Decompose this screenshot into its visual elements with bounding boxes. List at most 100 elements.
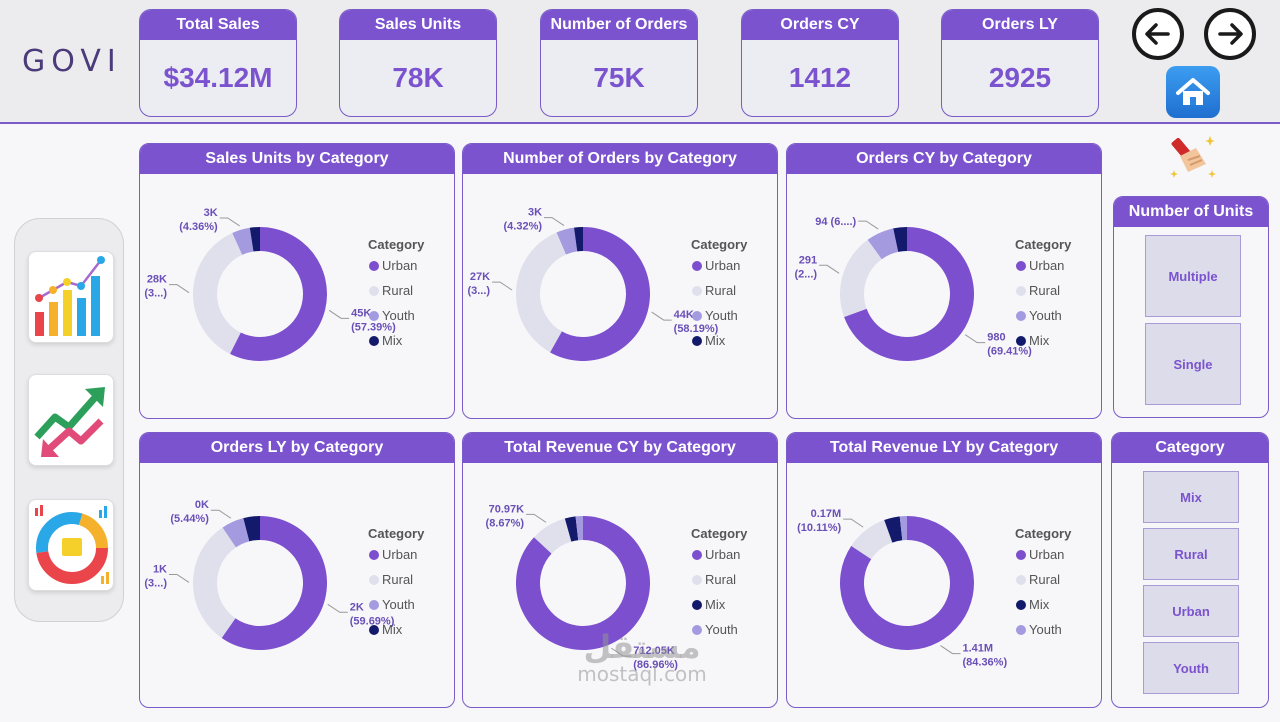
donut-slice-mix[interactable] bbox=[893, 227, 907, 252]
legend-item-rural[interactable]: Rural bbox=[705, 283, 736, 298]
legend-item-youth[interactable]: Youth bbox=[1029, 622, 1062, 637]
nav-page-bar-chart[interactable] bbox=[28, 251, 114, 343]
data-label-percent: (3...) bbox=[144, 288, 167, 300]
donut-slice-urban[interactable] bbox=[221, 516, 327, 650]
legend-item-urban[interactable]: Urban bbox=[1029, 258, 1064, 273]
legend-marker-youth bbox=[369, 311, 379, 321]
legend-item-urban[interactable]: Urban bbox=[382, 258, 417, 273]
legend-marker-rural bbox=[1016, 575, 1026, 585]
data-label: 291 bbox=[799, 254, 817, 266]
chart-card-sales-units-by-category: Sales Units by Category 45K (57.39%) 28K (3… bbox=[139, 143, 455, 419]
data-label: 3K bbox=[528, 207, 542, 219]
chart-card-total-revenue-ly-by-category: Total Revenue LY by Category 1.41M (84.36… bbox=[786, 432, 1102, 708]
data-label-percent: (86.96%) bbox=[633, 659, 678, 671]
legend-item-mix[interactable]: Mix bbox=[382, 333, 403, 348]
slicer-option-rural[interactable]: Rural bbox=[1143, 528, 1239, 580]
slicer-option-urban[interactable]: Urban bbox=[1143, 585, 1239, 637]
data-label: 0.17M bbox=[811, 508, 842, 520]
donut-slice-youth[interactable] bbox=[899, 516, 907, 541]
legend-marker-rural bbox=[369, 286, 379, 296]
forward-button[interactable] bbox=[1204, 8, 1256, 60]
donut-slice-rural[interactable] bbox=[193, 233, 243, 354]
donut-slice-mix[interactable] bbox=[884, 516, 903, 543]
leader-line bbox=[328, 309, 350, 319]
donut-slice-youth[interactable] bbox=[575, 516, 583, 541]
legend-item-rural[interactable]: Rural bbox=[1029, 283, 1060, 298]
donut-slice-urban[interactable] bbox=[516, 516, 650, 650]
legend-item-mix[interactable]: Mix bbox=[1029, 333, 1050, 348]
donut-slice-youth[interactable] bbox=[556, 227, 578, 255]
data-label: 3K bbox=[204, 207, 218, 219]
legend-item-urban[interactable]: Urban bbox=[705, 258, 740, 273]
legend-item-urban[interactable]: Urban bbox=[1029, 547, 1064, 562]
nav-page-trends[interactable] bbox=[28, 374, 114, 466]
donut-slice-youth[interactable] bbox=[222, 518, 250, 548]
legend-marker-rural bbox=[369, 575, 379, 585]
legend-item-rural[interactable]: Rural bbox=[1029, 572, 1060, 587]
donut-slice-urban[interactable] bbox=[840, 516, 974, 650]
legend-item-youth[interactable]: Youth bbox=[382, 308, 415, 323]
donut-chart: 1.41M (84.36%) 0.17M (10.11%) Category Urban R… bbox=[797, 508, 1072, 668]
data-label-percent: (2...) bbox=[794, 268, 817, 280]
data-label: 712.05K bbox=[633, 645, 675, 657]
legend-item-rural[interactable]: Rural bbox=[705, 572, 736, 587]
home-button[interactable] bbox=[1166, 66, 1220, 118]
legend-item-urban[interactable]: Urban bbox=[382, 547, 417, 562]
donut-slice-rural[interactable] bbox=[851, 520, 893, 560]
legend-item-youth[interactable]: Youth bbox=[705, 308, 738, 323]
donut-slice-rural[interactable] bbox=[840, 239, 882, 318]
kpi-value: 1412 bbox=[788, 62, 852, 93]
donut-slice-mix[interactable] bbox=[574, 227, 583, 252]
slicer-number-of-units: Number of Units Multiple Single bbox=[1113, 196, 1269, 418]
donut-slice-urban[interactable] bbox=[844, 227, 974, 361]
slicer-option-mix[interactable]: Mix bbox=[1143, 471, 1239, 523]
leader-line bbox=[210, 509, 232, 519]
legend-item-mix[interactable]: Mix bbox=[1029, 597, 1050, 612]
legend-item-rural[interactable]: Rural bbox=[382, 283, 413, 298]
legend-marker-urban bbox=[692, 261, 702, 271]
legend-item-youth[interactable]: Youth bbox=[1029, 308, 1062, 323]
leader-line bbox=[544, 217, 565, 226]
legend-item-mix[interactable]: Mix bbox=[382, 622, 403, 637]
leader-line bbox=[843, 518, 864, 528]
slicer-option-single[interactable]: Single bbox=[1145, 323, 1241, 405]
legend-item-mix[interactable]: Mix bbox=[705, 597, 726, 612]
legend-item-rural[interactable]: Rural bbox=[382, 572, 413, 587]
legend-marker-rural bbox=[692, 575, 702, 585]
back-button[interactable] bbox=[1132, 8, 1184, 60]
donut-slice-youth[interactable] bbox=[232, 227, 254, 255]
watermark-arabic: مستقل bbox=[583, 628, 701, 666]
chart-title: Total Revenue CY by Category bbox=[463, 433, 777, 463]
legend-item-youth[interactable]: Youth bbox=[705, 622, 738, 637]
donut-slice-rural[interactable] bbox=[193, 527, 236, 638]
donut-chart-report-icon bbox=[35, 505, 109, 584]
donut-slice-rural[interactable] bbox=[516, 232, 567, 353]
donut-slice-mix[interactable] bbox=[243, 516, 260, 542]
slicer-option-multiple[interactable]: Multiple bbox=[1145, 235, 1241, 317]
legend-item-mix[interactable]: Mix bbox=[705, 333, 726, 348]
data-label-percent: (69.41%) bbox=[987, 346, 1032, 358]
clear-filters-button[interactable] bbox=[1166, 130, 1220, 182]
slicer-title: Category bbox=[1112, 433, 1268, 463]
donut-slice-urban[interactable] bbox=[550, 227, 650, 361]
leader-line bbox=[819, 264, 840, 274]
legend-marker-urban bbox=[369, 550, 379, 560]
nav-page-donut[interactable] bbox=[28, 499, 114, 591]
donut-slice-youth[interactable] bbox=[867, 228, 899, 260]
legend-marker-youth bbox=[1016, 311, 1026, 321]
legend-title: Category bbox=[1015, 237, 1072, 252]
donut-slice-urban[interactable] bbox=[229, 227, 328, 361]
clear-filters-broom-icon bbox=[1170, 136, 1216, 178]
leader-line bbox=[169, 573, 190, 583]
legend-item-youth[interactable]: Youth bbox=[382, 597, 415, 612]
legend-item-urban[interactable]: Urban bbox=[705, 547, 740, 562]
donut-slice-mix[interactable] bbox=[249, 227, 260, 252]
donut-chart: 2K (59.69%) 1K (3...) 0K (5.44%) Category Urban… bbox=[144, 499, 425, 650]
donut-slice-mix[interactable] bbox=[564, 516, 579, 542]
legend-marker-youth bbox=[369, 600, 379, 610]
slicer-option-youth[interactable]: Youth bbox=[1143, 642, 1239, 694]
data-label: 70.97K bbox=[489, 503, 525, 515]
legend-marker-mix bbox=[1016, 336, 1026, 346]
donut-slice-rural[interactable] bbox=[534, 518, 572, 554]
data-label-percent: (57.39%) bbox=[351, 321, 396, 333]
